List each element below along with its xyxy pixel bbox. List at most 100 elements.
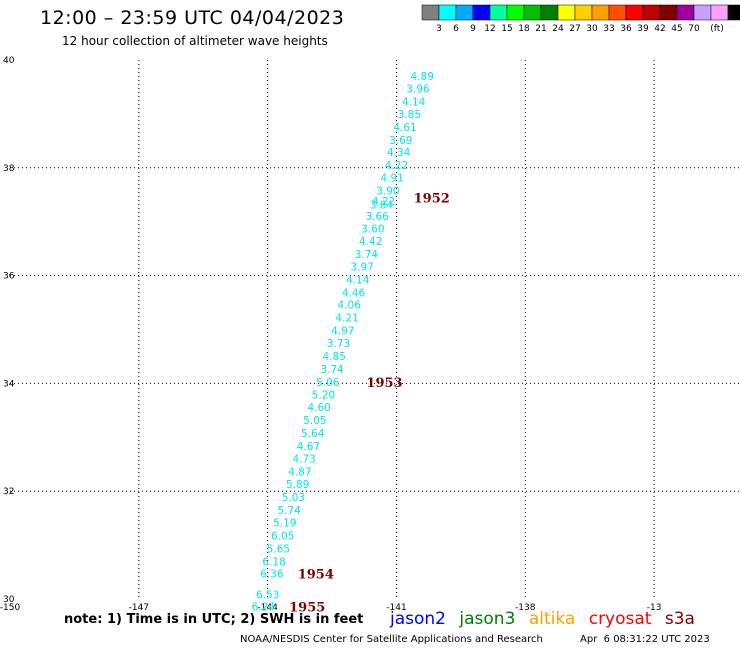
footer-note: note: 1) Time is in UTC; 2) SWH is in fe…	[64, 612, 364, 627]
wave-height-point: 6.24	[252, 602, 276, 614]
wave-height-point: 3.85	[398, 109, 421, 121]
colorbar-swatch	[727, 4, 740, 21]
colorbar-swatch	[659, 4, 678, 21]
wave-height-point: 4.85	[323, 351, 346, 363]
satellite-cryosat: cryosat	[588, 609, 652, 629]
colorbar-swatch	[438, 4, 457, 21]
wave-height-point: 4.97	[331, 326, 354, 338]
wave-height-point: 5.19	[273, 517, 296, 529]
wave-height-point: 4.87	[288, 466, 311, 478]
colorbar-label: 42	[654, 24, 665, 34]
x-tick-label: -141	[386, 603, 406, 613]
satellite-altika: altika	[528, 609, 576, 629]
colorbar-swatch	[608, 4, 627, 21]
satellite-jason2: jason2	[390, 609, 446, 629]
wave-height-point: 4.14	[402, 97, 426, 109]
colorbar-swatch	[472, 4, 491, 21]
wave-height-point: 4.67	[297, 441, 320, 453]
wave-height-point: 5.06	[316, 377, 340, 389]
colorbar-label: 18	[518, 24, 530, 34]
wave-height-point: 3.74	[355, 249, 379, 261]
wave-height-point: 3.73	[327, 338, 350, 350]
time-labels: 1952 1953 1954 1955	[289, 191, 450, 615]
wave-height-point: 3.96	[406, 84, 430, 96]
wave-height-point: 6.36	[260, 569, 284, 581]
x-tick-label: -138	[515, 603, 536, 613]
wave-height-point: 4.42	[359, 236, 382, 248]
colorbar-label: 3	[436, 24, 442, 34]
wave-height-point: 4.46	[342, 287, 366, 299]
colorbar-label: (ft)	[710, 24, 724, 34]
time-label: 1952	[414, 191, 450, 206]
x-tick-label: -144	[257, 603, 278, 613]
wave-height-point: 4.60	[307, 402, 330, 414]
colorbar-label: 9	[470, 24, 476, 34]
wave-height-point: 6.18	[262, 556, 285, 568]
colorbar-swatch	[523, 4, 542, 21]
colorbar-swatch	[693, 4, 712, 21]
colorbar-label: 70	[688, 24, 700, 34]
colorbar-swatch	[642, 4, 661, 21]
wave-height-point: 3.84	[370, 199, 394, 211]
colorbar-swatch	[710, 4, 729, 21]
wave-height-point: 4.61	[393, 122, 416, 134]
wave-height-point: 3.60	[361, 224, 384, 236]
x-tick-label: -150	[0, 603, 20, 613]
wave-height-point: 3.97	[350, 261, 373, 273]
colorbar-label: 21	[535, 24, 546, 34]
wave-height-point: 4.73	[292, 453, 315, 465]
colorbar-label: 24	[552, 24, 564, 34]
wave-height-point: 4.22	[372, 196, 395, 208]
wave-height-point: 5.64	[301, 428, 325, 440]
colorbar-swatch	[625, 4, 644, 21]
colorbar-label: 15	[501, 24, 512, 34]
colorbar-swatch	[506, 4, 525, 21]
y-axis-ticks: 30 32 34 36 38 40	[3, 56, 15, 605]
wave-height-point: 3.66	[365, 211, 389, 223]
wave-height-point: 3.90	[376, 185, 399, 197]
colorbar-swatch	[557, 4, 576, 21]
colorbar-swatch	[574, 4, 593, 21]
x-axis-ticks: -150 -147 -144 -141 -138 -13	[0, 603, 661, 613]
wave-height-point: 5.65	[267, 543, 290, 555]
wave-height-point: 3.69	[389, 135, 412, 147]
colorbar-label: 27	[569, 24, 580, 34]
colorbar-swatch	[591, 4, 610, 21]
satellite-s3a: s3a	[664, 609, 695, 629]
grid-lines	[10, 60, 740, 599]
x-tick-label: -147	[129, 603, 149, 613]
wave-height-point: 5.03	[282, 492, 305, 504]
chart-title: 12:00 – 23:59 UTC 04/04/2023	[40, 7, 345, 29]
wave-height-point: 5.05	[303, 415, 326, 427]
satellite-jason3: jason3	[459, 609, 516, 629]
colorbar-label: 36	[620, 24, 632, 34]
y-tick-label: 38	[3, 164, 15, 174]
colorbar-swatch	[421, 4, 440, 21]
colorbar-swatch	[489, 4, 508, 21]
colorbar-label: 12	[484, 24, 495, 34]
colorbar-label: 33	[603, 24, 614, 34]
colorbar-label: 45	[671, 24, 682, 34]
wave-height-point: 5.89	[286, 479, 309, 491]
credit-text: NOAA/NESDIS Center for Satellite Applica…	[240, 634, 543, 645]
wave-height-point: 6.05	[271, 530, 294, 542]
y-tick-label: 32	[3, 487, 14, 497]
y-tick-label: 30	[3, 595, 15, 605]
wave-height-point: 4.14	[346, 274, 370, 286]
wave-height-point: 4.06	[338, 300, 362, 312]
color-scale-legend: 3 6 9 12 15 18 21 24 27 30 33 36 39 42 45 70 (ft)	[421, 4, 740, 34]
colorbar-swatch	[676, 4, 695, 21]
chart-subtitle: 12 hour collection of altimeter wave hei…	[62, 34, 328, 48]
wave-height-points: 4.893.964.143.854.613.694.344.224.913.90…	[252, 71, 434, 613]
wave-height-point: 4.91	[380, 173, 403, 185]
colorbar-swatch	[540, 4, 559, 21]
y-tick-label: 34	[3, 379, 15, 389]
credit-timestamp: Apr 6 08:31:22 UTC 2023	[580, 634, 710, 645]
wave-height-point: 3.74	[320, 364, 344, 376]
x-tick-label: -13	[647, 603, 662, 613]
colorbar-label: 6	[453, 24, 459, 34]
time-label: 1955	[289, 601, 325, 616]
time-label: 1954	[298, 568, 334, 583]
colorbar-label: 30	[586, 24, 598, 34]
